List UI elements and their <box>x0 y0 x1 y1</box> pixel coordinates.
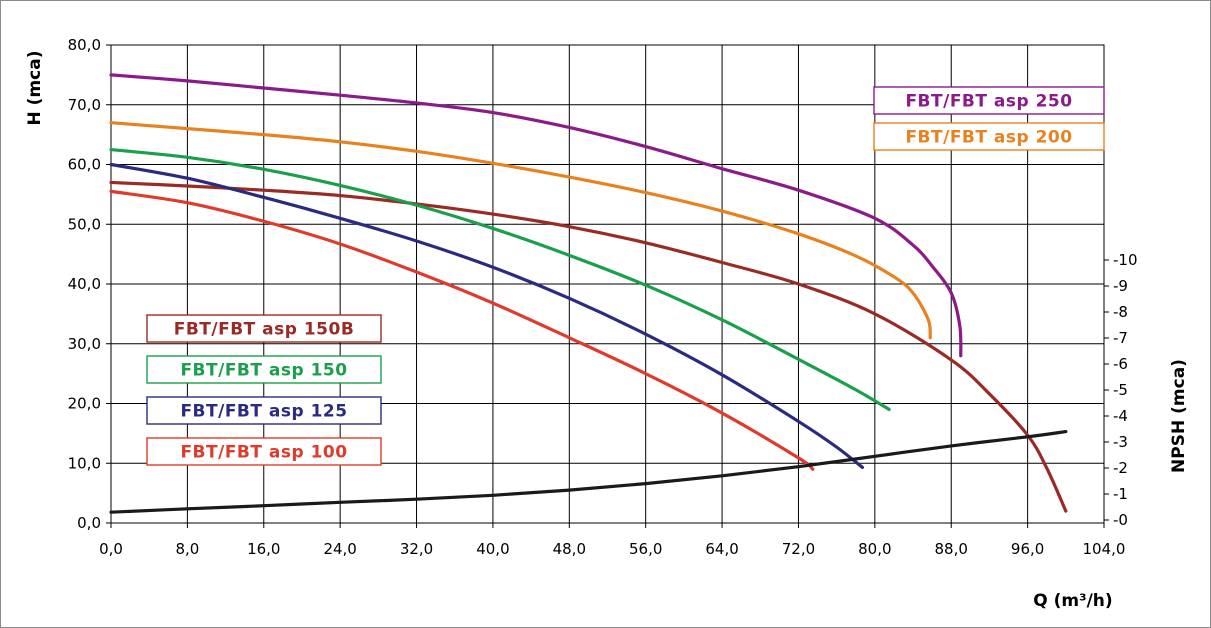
y-tick-label: 60,0 <box>68 156 101 174</box>
y-tick-label: 70,0 <box>68 96 101 114</box>
x-tick-label: 32,0 <box>400 540 433 558</box>
legend-item: FBT/FBT asp 125 <box>146 396 382 425</box>
legend-box <box>146 355 382 384</box>
x-tick-label: 64,0 <box>705 540 738 558</box>
y2-tick-label: -4 <box>1113 407 1128 425</box>
legend-item: FBT/FBT asp 150 <box>146 355 382 384</box>
x-tick-label: 96,0 <box>1011 540 1044 558</box>
y2-tick-label: -8 <box>1113 303 1128 321</box>
legend-label: FBT/FBT asp 100 <box>180 443 347 463</box>
y-tick-label: 20,0 <box>68 395 101 413</box>
legend-box <box>146 396 382 425</box>
y-tick-label: 10,0 <box>68 454 101 472</box>
y2-axis-title: NPSH (mca) <box>1169 359 1189 473</box>
head-curve-fbt-fbt-asp-125 <box>109 162 865 470</box>
legend-item: FBT/FBT asp 250 <box>873 86 1105 115</box>
y2-tick-label: -0 <box>1113 511 1128 529</box>
axes: 0,0 8,0 16,0 24,0 32,0 40,0 48,0 56,0 64,0 72,0 80… <box>68 36 1138 558</box>
npsh-curve <box>109 430 1068 514</box>
legend-box <box>873 122 1105 151</box>
y-tick-label: 50,0 <box>68 215 101 233</box>
y2-tick-label: -7 <box>1113 329 1128 347</box>
x-tick-label: 88,0 <box>935 540 968 558</box>
legend-group: FBT/FBT asp 250 FBT/FBT asp 200 FBT/FBT as… <box>146 86 1105 466</box>
legend-label: FBT/FBT asp 150 <box>180 361 347 381</box>
series-group <box>109 73 1068 514</box>
x-tick-label: 0,0 <box>99 540 123 558</box>
legend-item: FBT/FBT asp 150B <box>146 314 382 343</box>
y2-tick-label: -10 <box>1113 251 1138 269</box>
head-curve-fbt-fbt-asp-100 <box>109 189 815 471</box>
head-curve-fbt-fbt-asp-250 <box>109 73 963 358</box>
legend-box <box>146 314 382 343</box>
y2-tick-label: -9 <box>1113 277 1128 295</box>
legend-label: FBT/FBT asp 150B <box>174 320 355 340</box>
legend-item: FBT/FBT asp 100 <box>146 437 382 466</box>
head-curve-fbt-fbt-asp-150 <box>109 147 891 412</box>
legend-item: FBT/FBT asp 200 <box>873 122 1105 151</box>
legend-box <box>873 86 1105 115</box>
x-tick-label: 72,0 <box>782 540 815 558</box>
head-curve-fbt-fbt-asp-200 <box>109 121 932 340</box>
x-axis-title: Q (m³/h) <box>1033 591 1112 611</box>
x-tick-label: 80,0 <box>858 540 891 558</box>
y-tick-label: 80,0 <box>68 36 101 54</box>
x-tick-label: 48,0 <box>553 540 586 558</box>
y-axis-title: H (mca) <box>25 51 45 126</box>
legend-label: FBT/FBT asp 250 <box>905 92 1072 112</box>
x-tick-label: 104,0 <box>1083 540 1126 558</box>
y-tick-label: 30,0 <box>68 335 101 353</box>
y-tick-label: 40,0 <box>68 275 101 293</box>
x-tick-label: 40,0 <box>476 540 509 558</box>
x-tick-label: 16,0 <box>247 540 280 558</box>
legend-label: FBT/FBT asp 200 <box>905 128 1072 148</box>
y2-tick-label: -3 <box>1113 433 1128 451</box>
legend-label: FBT/FBT asp 125 <box>180 402 347 422</box>
y2-tick-label: -2 <box>1113 459 1128 477</box>
y2-tick-label: -5 <box>1113 381 1128 399</box>
y2-tick-label: -6 <box>1113 355 1128 373</box>
x-tick-label: 24,0 <box>323 540 356 558</box>
x-tick-label: 8,0 <box>175 540 199 558</box>
head-curve-fbt-fbt-asp-150b <box>109 180 1068 513</box>
x-tick-label: 56,0 <box>629 540 662 558</box>
y-tick-label: 0,0 <box>77 514 101 532</box>
legend-box <box>146 437 382 466</box>
y2-tick-label: -1 <box>1113 485 1128 503</box>
